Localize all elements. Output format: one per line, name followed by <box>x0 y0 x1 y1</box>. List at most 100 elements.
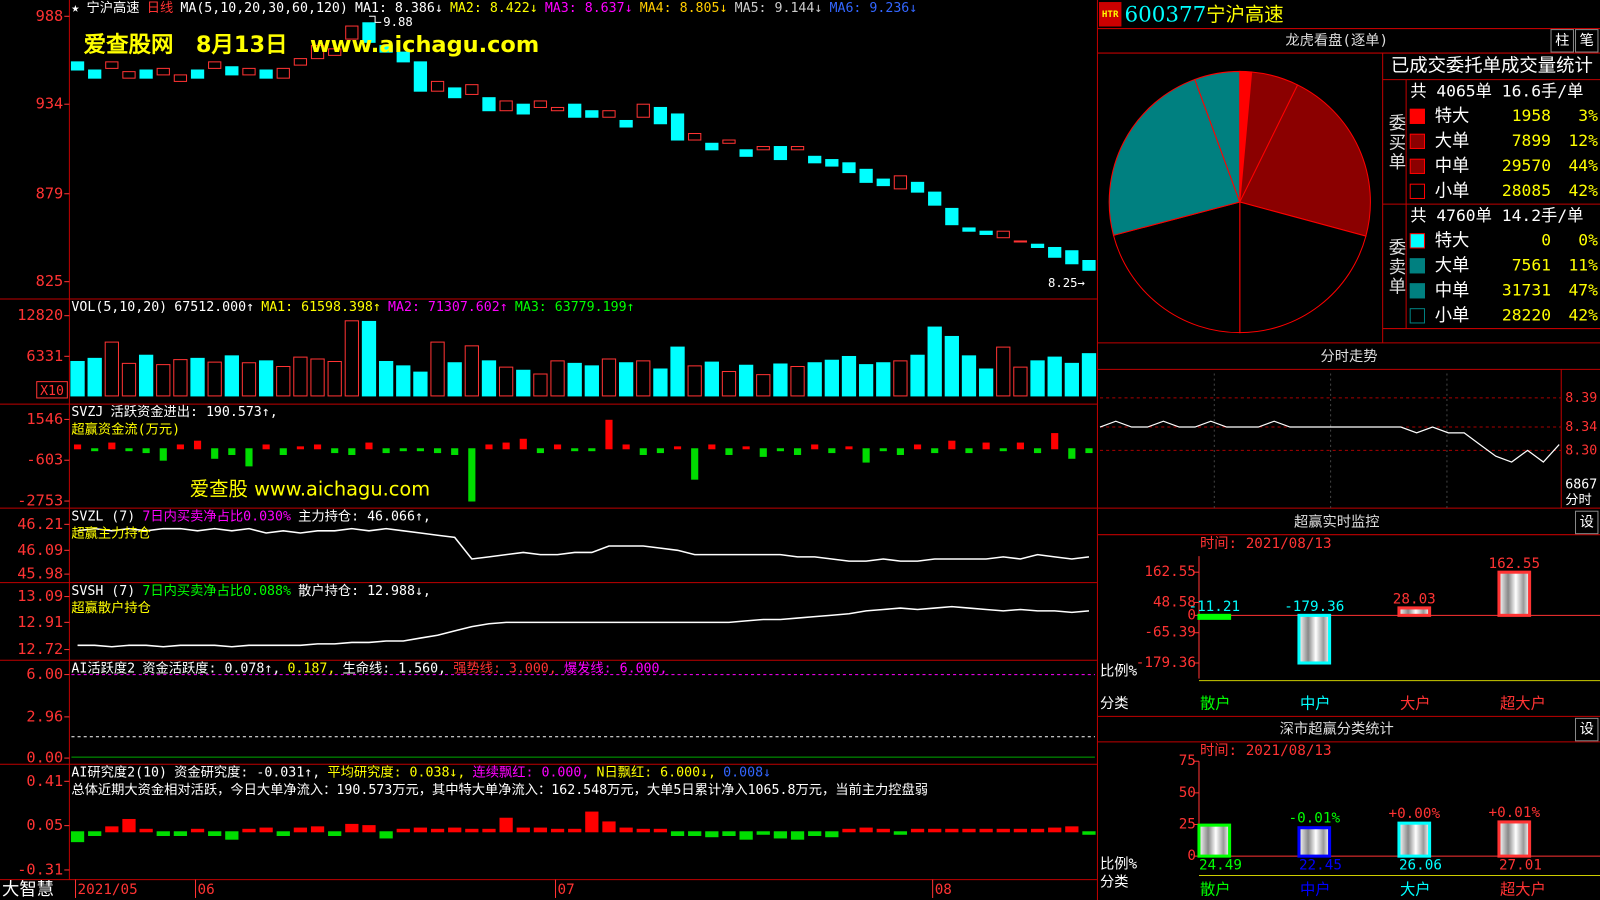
y-tick-label: 0.41 <box>26 772 63 790</box>
bar <box>705 831 719 838</box>
bar <box>241 362 257 397</box>
y-tick-label: 0.00 <box>26 749 63 767</box>
category-label: 散户 <box>1200 880 1231 898</box>
pie-slice <box>1112 201 1241 334</box>
bar <box>1030 360 1045 397</box>
bar <box>516 827 530 833</box>
bar <box>108 442 116 450</box>
bar <box>605 419 613 450</box>
header-segment: MA3: 8.637↓ <box>545 1 633 16</box>
header-segment: 宁沪高速 <box>87 0 140 16</box>
axis-label: 分类 <box>1100 695 1129 712</box>
panel-button-label: 设 <box>1580 721 1594 738</box>
candle <box>962 227 976 232</box>
bar <box>978 368 994 397</box>
bar <box>310 826 325 833</box>
bar <box>622 444 630 450</box>
bar <box>825 831 839 838</box>
bar <box>173 831 188 836</box>
row-pct: 44% <box>1568 156 1598 175</box>
row-volume: 7899 <box>1512 131 1551 150</box>
bar <box>451 448 459 455</box>
bar <box>910 354 925 397</box>
candle <box>225 66 239 76</box>
candle <box>739 149 753 157</box>
value-label: 22.45 <box>1299 857 1342 873</box>
unit-box <box>36 381 68 399</box>
bar <box>910 828 925 833</box>
bar <box>584 365 599 397</box>
value-label: 27.01 <box>1499 857 1542 873</box>
value-label: 162.55 <box>1489 556 1541 572</box>
bar <box>550 360 565 397</box>
bar <box>345 823 359 833</box>
bar <box>310 358 325 397</box>
bar <box>262 444 270 450</box>
candle <box>756 146 770 151</box>
bar <box>396 365 411 397</box>
bar <box>225 831 239 840</box>
y-tick-label: 8.34 <box>1565 420 1597 435</box>
panel-button[interactable] <box>1575 717 1599 742</box>
bar <box>756 374 771 397</box>
candle <box>328 48 342 56</box>
y-tick-label: -179.36 <box>1136 655 1196 671</box>
panel-button[interactable] <box>1575 29 1599 53</box>
header-segment: MA6: 9.236↓ <box>830 1 918 16</box>
candle <box>345 25 359 40</box>
header-segment: 散户持仓: 12.988↓, <box>298 582 431 599</box>
header-segment: 日线 <box>147 0 174 16</box>
bar <box>279 448 287 455</box>
candle <box>276 67 290 79</box>
bar <box>739 831 753 840</box>
bar <box>931 448 939 454</box>
panel-button[interactable] <box>1575 510 1599 535</box>
bar <box>999 448 1007 452</box>
candle <box>859 168 873 183</box>
logo-box <box>1098 2 1122 27</box>
watermark-part: 8月13日 <box>196 31 288 57</box>
row-pct: 42% <box>1568 181 1598 200</box>
x-tick-label: 08 <box>935 882 952 898</box>
candle <box>1082 260 1096 271</box>
y-tick-label: 934 <box>36 95 64 113</box>
header-segment: 0.187, <box>287 661 335 676</box>
header-segment: 强势线: 3.000, <box>453 660 557 676</box>
bar <box>1082 831 1096 835</box>
bar <box>1016 442 1024 450</box>
bar <box>331 448 339 454</box>
bar <box>927 326 942 397</box>
bar <box>807 362 822 397</box>
bar <box>122 818 136 833</box>
panel-header: SVZJ 活跃资金进出: 190.573↑, <box>71 404 277 420</box>
header-segment: ★ <box>71 1 79 16</box>
bar <box>125 448 133 452</box>
candle <box>550 106 565 112</box>
bar <box>1397 821 1432 858</box>
bar <box>962 828 976 833</box>
row-label: 小单 <box>1435 306 1470 326</box>
bar <box>293 827 308 833</box>
bar <box>1068 448 1076 459</box>
bar <box>498 366 514 397</box>
row-pct: 11% <box>1568 255 1598 274</box>
bar <box>536 448 544 454</box>
bar <box>382 448 390 454</box>
panel-button[interactable] <box>1550 29 1574 53</box>
bar <box>499 817 513 833</box>
bar <box>344 320 359 397</box>
header-segment: MA5: 9.144↓ <box>735 1 823 16</box>
y-tick-label: 46.09 <box>17 541 63 559</box>
bar <box>313 444 322 450</box>
panel-title: 龙虎看盘(逐单) <box>1285 31 1388 49</box>
candle <box>876 178 890 187</box>
bar <box>105 826 119 833</box>
bar <box>1197 823 1232 858</box>
bar <box>879 448 887 452</box>
candle <box>173 74 188 82</box>
axis-label: 比例% <box>1100 662 1138 679</box>
legend-swatch <box>1409 108 1425 124</box>
bar <box>776 448 784 452</box>
bar <box>327 360 342 397</box>
bar <box>553 444 562 450</box>
